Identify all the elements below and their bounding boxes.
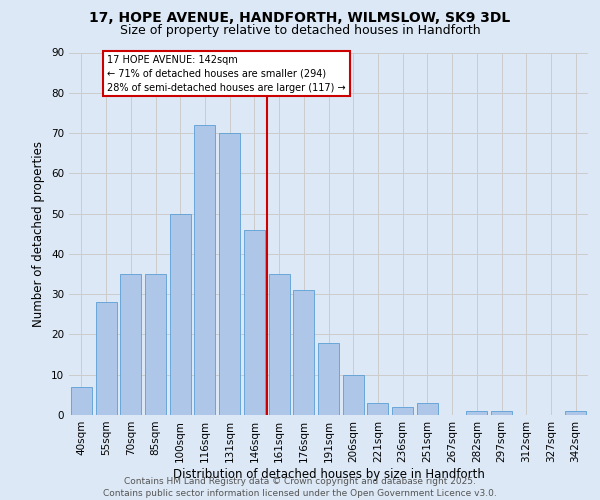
Bar (565, 411, 586, 415)
Bar (170, 214, 191, 415)
Text: Contains HM Land Registry data © Crown copyright and database right 2025.
Contai: Contains HM Land Registry data © Crown c… (103, 476, 497, 498)
Bar (367, 403, 388, 415)
Y-axis label: Number of detached properties: Number of detached properties (32, 141, 46, 327)
X-axis label: Distribution of detached houses by size in Handforth: Distribution of detached houses by size … (173, 468, 484, 480)
Bar (145, 274, 166, 415)
Text: Size of property relative to detached houses in Handforth: Size of property relative to detached ho… (119, 24, 481, 37)
Text: 17, HOPE AVENUE, HANDFORTH, WILMSLOW, SK9 3DL: 17, HOPE AVENUE, HANDFORTH, WILMSLOW, SK… (89, 11, 511, 25)
Bar (293, 290, 314, 415)
Bar (194, 125, 215, 415)
Bar (120, 274, 141, 415)
Bar (244, 230, 265, 415)
Bar (417, 403, 438, 415)
Bar (71, 387, 92, 415)
Bar (318, 342, 339, 415)
Bar (343, 374, 364, 415)
Bar (269, 274, 290, 415)
Bar (95, 302, 116, 415)
Bar (392, 407, 413, 415)
Bar (219, 133, 240, 415)
Bar (466, 411, 487, 415)
Bar (491, 411, 512, 415)
Text: 17 HOPE AVENUE: 142sqm
← 71% of detached houses are smaller (294)
28% of semi-de: 17 HOPE AVENUE: 142sqm ← 71% of detached… (107, 54, 346, 92)
